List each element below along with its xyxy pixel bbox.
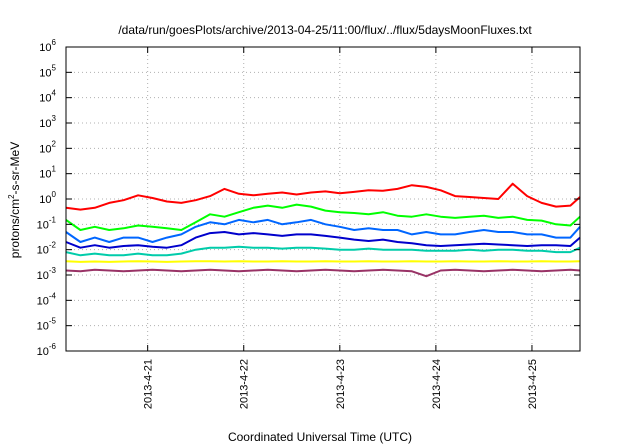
y-tick-label-base: 10 [37, 321, 49, 333]
y-axis-label: protons/cm2-s-sr-MeV [7, 142, 22, 258]
chart-title: /data/run/goesPlots/archive/2013-04-25/1… [118, 23, 532, 37]
x-axis-label: Coordinated Universal Time (UTC) [228, 430, 412, 444]
y-tick-label-base: 10 [39, 67, 51, 79]
series-line-4 [65, 231, 581, 249]
grid-layer [66, 47, 580, 351]
y-tick-label: 10-3 [37, 266, 57, 282]
series-line-1 [65, 182, 581, 211]
y-tick-label-base: 10 [39, 93, 51, 105]
y-tick-label-exponent: 5 [52, 63, 57, 72]
y-tick-label: 106 [39, 38, 56, 54]
y-tick-label-exponent: -4 [49, 291, 57, 300]
y-tick-label-base: 10 [37, 219, 49, 231]
y-tick-label-exponent: -1 [49, 215, 57, 224]
series-line-7 [65, 268, 581, 278]
y-tick-label: 10-1 [37, 215, 57, 231]
series-line-3 [65, 218, 581, 243]
y-tick-label-base: 10 [37, 346, 49, 358]
y-tick-label: 10-2 [37, 241, 57, 257]
y-tick-label-base: 10 [39, 194, 51, 206]
y-tick-label-exponent: 2 [52, 139, 57, 148]
y-tick-label-exponent: 3 [52, 114, 57, 123]
series-line-2 [65, 203, 581, 231]
y-tick-label-exponent: 0 [52, 190, 57, 199]
series-line-5 [65, 245, 581, 257]
series-line-6 [65, 260, 581, 263]
x-tick-labels: 2013-4-21 2013-4-22 2013-4-23 2013-4-24 2013… [143, 359, 539, 409]
series-layer [65, 182, 581, 278]
y-tick-label: 102 [39, 139, 56, 155]
y-tick-label-base: 10 [37, 295, 49, 307]
y-tick-label-exponent: -3 [49, 266, 57, 275]
x-tick-label: 2013-4-22 [239, 359, 251, 409]
y-tick-label: 104 [39, 89, 56, 105]
y-tick-labels: 10-610-510-410-310-210-11001011021031041… [37, 38, 57, 358]
y-tick-label: 103 [39, 114, 56, 130]
y-tick-label-base: 10 [37, 270, 49, 282]
y-tick-label: 10-6 [37, 342, 57, 358]
y-axis-label-part-2: -s-sr-MeV [8, 142, 22, 195]
x-tick-label: 2013-4-23 [335, 359, 347, 409]
y-tick-label: 105 [39, 63, 56, 79]
y-tick-label-exponent: 1 [52, 165, 57, 174]
y-tick-label-base: 10 [37, 245, 49, 257]
y-tick-label-exponent: 6 [52, 38, 57, 47]
y-tick-label: 10-4 [37, 291, 57, 307]
y-axis-label-part-1: protons/cm [8, 199, 22, 258]
y-axis-label-superscript: 2 [7, 194, 16, 199]
y-tick-label-exponent: -5 [49, 317, 57, 326]
y-tick-label-base: 10 [39, 143, 51, 155]
x-tick-label: 2013-4-21 [143, 359, 155, 409]
tick-layer [66, 46, 580, 352]
x-tick-label: 2013-4-25 [527, 359, 539, 409]
x-tick-label: 2013-4-24 [431, 359, 443, 409]
y-tick-label-exponent: -6 [49, 342, 57, 351]
y-tick-label-base: 10 [39, 42, 51, 54]
y-tick-label: 101 [39, 165, 56, 181]
y-tick-label: 10-5 [37, 317, 57, 333]
y-tick-label-base: 10 [39, 169, 51, 181]
y-tick-label-exponent: -2 [49, 241, 57, 250]
y-tick-label-exponent: 4 [52, 89, 57, 98]
y-tick-label: 100 [39, 190, 56, 206]
y-tick-label-base: 10 [39, 118, 51, 130]
